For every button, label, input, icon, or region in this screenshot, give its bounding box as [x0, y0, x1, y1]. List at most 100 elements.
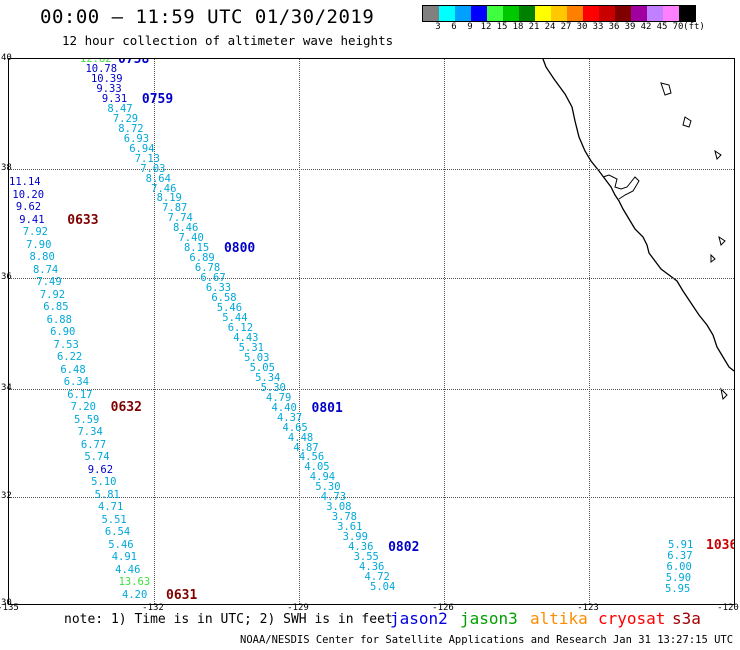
pass-time-label: 0801: [311, 400, 343, 416]
longitude-label: -126: [432, 603, 454, 613]
wave-height-value: 4.56: [298, 451, 325, 464]
longitude-gridline: [589, 59, 590, 604]
wave-height-value: 6.89: [189, 252, 215, 265]
altimeter-map: 12.82 10.78 10.39 9.33 9.31 8.47 7.29 8.72 6.93 6…: [8, 58, 735, 605]
wave-height-value: 5.31: [238, 341, 264, 354]
color-scale-label: 42: [640, 22, 652, 32]
longitude-label: -120: [717, 603, 739, 613]
color-scale-label: 21: [528, 22, 540, 32]
wave-height-value: 7.40: [178, 232, 204, 245]
legend-jason3: jason3: [460, 609, 518, 628]
wave-height-value: 4.05: [304, 461, 330, 474]
wave-height-value: 8.47: [107, 102, 133, 115]
color-scale-label: 33: [592, 22, 604, 32]
pass-time-label: 0802: [388, 540, 420, 556]
wave-height-value: 6.77: [80, 438, 107, 451]
longitude-gridline: [154, 59, 155, 604]
wave-height-value: 4.79: [266, 391, 292, 404]
wave-height-value: 5.03: [244, 351, 270, 364]
wave-height-value: 5.05: [249, 361, 275, 374]
wave-height-value: 8.19: [156, 192, 182, 205]
color-scale-label: 45: [656, 22, 668, 32]
units-note: note: 1) Time is in UTC; 2) SWH is in fe…: [64, 612, 393, 627]
wave-height-value: 10.20: [12, 188, 45, 201]
color-swatch: [503, 6, 519, 21]
wave-height-value: 4.36: [359, 561, 385, 574]
color-scale-label: 18: [512, 22, 524, 32]
wave-height-value: 6.48: [60, 363, 86, 376]
wave-height-value: 6.33: [205, 282, 232, 295]
pass-time-label: 0758: [118, 58, 150, 67]
wave-height-value: 6.67: [200, 272, 226, 285]
longitude-label: -135: [0, 603, 19, 613]
color-swatch: [631, 6, 647, 21]
wave-height-value: 5.95: [665, 583, 691, 595]
wave-height-value: 7.92: [39, 288, 66, 301]
wave-height-value: 9.62: [15, 201, 42, 214]
wave-height-value: 4.48: [287, 431, 314, 444]
color-swatch: [487, 6, 503, 21]
map-subtitle: 12 hour collection of altimeter wave hei…: [62, 33, 394, 48]
credit-line: NOAA/NESDIS Center for Satellite Applica…: [240, 634, 740, 646]
color-scale-label: 15: [496, 22, 508, 32]
latitude-label: 34: [1, 383, 12, 393]
wave-height-value: 9.33: [96, 82, 122, 95]
color-swatch: [423, 6, 439, 21]
longitude-gridline: [299, 59, 300, 604]
wave-height-value: 5.51: [101, 513, 127, 526]
wave-height-value: 8.64: [145, 172, 171, 185]
inland-water: [660, 82, 728, 401]
wave-height-value: 3.55: [353, 551, 379, 564]
wave-height-value: 5.44: [222, 312, 248, 325]
latitude-label: 40: [1, 53, 12, 63]
wave-height-value: 6.37: [667, 550, 693, 562]
wave-height-value: 5.81: [94, 488, 120, 501]
color-swatch: [551, 6, 567, 21]
longitude-label: -123: [577, 603, 599, 613]
wave-height-value: 4.73: [320, 491, 347, 504]
wave-height-value: 9.31: [101, 92, 128, 105]
wave-height-value: 8.80: [29, 251, 55, 264]
color-swatch: [599, 6, 615, 21]
wave-height-value: 6.94: [129, 142, 155, 155]
bay-outline: [602, 174, 640, 200]
latitude-gridline: [9, 278, 734, 279]
latitude-gridline: [9, 169, 734, 170]
color-scale-label: (ft): [683, 22, 705, 32]
wave-height-value: 6.90: [50, 326, 76, 339]
wave-height-value: 4.94: [309, 471, 336, 484]
color-swatch: [519, 6, 535, 21]
wave-height-value: 6.22: [56, 351, 83, 364]
wave-height-value: 7.87: [162, 202, 188, 215]
latitude-gridline: [9, 497, 734, 498]
color-scale-bar: [422, 5, 696, 22]
wave-height-value: 5.59: [74, 413, 100, 426]
wave-height-value: 6.78: [194, 262, 221, 275]
legend-altika: altika: [530, 609, 588, 628]
latitude-label: 32: [1, 491, 12, 501]
wave-height-value: 5.10: [91, 476, 117, 489]
pass-time-label: 0759: [141, 91, 174, 107]
wave-height-value: 7.34: [77, 426, 103, 439]
wave-height-value: 7.74: [167, 212, 193, 225]
pass-time-label: 0631: [166, 588, 198, 603]
wave-height-value: 10.78: [85, 62, 118, 75]
wave-height-value: 6.58: [211, 292, 237, 305]
wave-height-value: 8.15: [183, 242, 210, 255]
wave-height-value: 6.00: [666, 561, 692, 573]
wave-height-value: 7.53: [53, 338, 79, 351]
wave-height-value: 10.39: [90, 72, 123, 85]
wave-height-value: 6.54: [104, 526, 131, 539]
color-swatch: [663, 6, 679, 21]
wave-height-value: 3.61: [337, 521, 363, 534]
wave-height-value: 9.62: [87, 463, 114, 476]
longitude-label: -132: [142, 603, 164, 613]
color-scale-label: 30: [576, 22, 588, 32]
wave-height-value: 5.90: [665, 572, 692, 584]
latitude-label: 36: [1, 272, 12, 282]
wave-height-value: 7.29: [112, 112, 139, 125]
wave-height-value: 5.04: [370, 581, 396, 593]
color-swatch: [535, 6, 551, 21]
coastline: [542, 59, 734, 401]
wave-height-value: 8.72: [118, 122, 144, 135]
